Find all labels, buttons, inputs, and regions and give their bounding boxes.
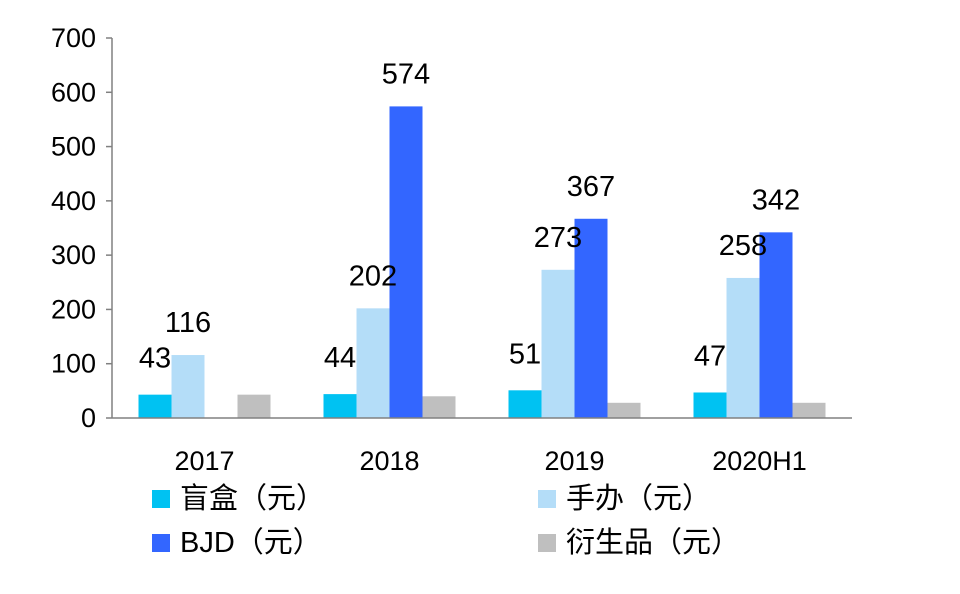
legend-swatch xyxy=(152,490,170,508)
legend: 盲盒（元） 手办（元） BJD（元） 衍生品（元） xyxy=(152,482,740,559)
bars-layer xyxy=(138,106,826,419)
bar-2020h1-series-4 xyxy=(792,402,826,418)
y-tick-label: 0 xyxy=(81,403,96,433)
axes-layer: 0 100 200 300 400 500 600 700 2017 2018 2019 2020H1 xyxy=(51,23,852,476)
data-label: 258 xyxy=(719,230,767,262)
legend-swatch xyxy=(538,534,556,552)
data-label: 47 xyxy=(694,340,726,372)
bar-2019-series-2 xyxy=(541,269,575,418)
bar-2018-series-4 xyxy=(422,396,456,418)
bar-2017-series-2 xyxy=(171,355,205,418)
bar-2019-series-4 xyxy=(607,402,641,418)
data-label: 342 xyxy=(752,184,800,216)
bar-2019-series-3 xyxy=(574,218,608,418)
bar-2018-series-1 xyxy=(323,394,357,418)
x-tick-label: 2019 xyxy=(544,446,604,476)
bar-2018-series-3 xyxy=(389,106,423,419)
data-label: 574 xyxy=(382,58,430,90)
y-tick-label: 700 xyxy=(51,23,96,53)
legend-label: 手办（元） xyxy=(566,482,711,515)
y-tick-label: 500 xyxy=(51,132,96,162)
bar-2017-series-4 xyxy=(237,394,271,418)
x-tick-label: 2017 xyxy=(174,446,234,476)
y-tick-label: 200 xyxy=(51,294,96,324)
y-tick-label: 100 xyxy=(51,349,96,379)
data-label: 367 xyxy=(567,171,615,203)
x-tick-label: 2020H1 xyxy=(712,446,807,476)
legend-label: 衍生品（元） xyxy=(566,526,740,559)
legend-swatch xyxy=(152,534,170,552)
bar-2017-series-1 xyxy=(138,394,172,418)
data-label: 43 xyxy=(139,343,171,375)
bar-2018-series-2 xyxy=(356,308,390,418)
y-tick-label: 400 xyxy=(51,186,96,216)
legend-swatch xyxy=(538,490,556,508)
data-label: 273 xyxy=(534,222,582,254)
data-labels-layer: 43 116 44 202 574 51 273 367 47 258 342 xyxy=(139,58,800,374)
data-label: 116 xyxy=(165,307,211,339)
legend-label: 盲盒（元） xyxy=(180,482,325,515)
x-tick-label: 2018 xyxy=(359,446,419,476)
bar-2020h1-series-1 xyxy=(693,392,727,418)
legend-label: BJD（元） xyxy=(180,527,322,559)
bar-2020h1-series-3 xyxy=(759,232,793,418)
data-label: 202 xyxy=(349,260,397,292)
bar-2019-series-1 xyxy=(508,390,542,418)
y-tick-label: 300 xyxy=(51,240,96,270)
y-tick-label: 600 xyxy=(51,77,96,107)
data-label: 44 xyxy=(324,342,356,374)
data-label: 51 xyxy=(509,338,541,370)
bar-2020h1-series-2 xyxy=(726,277,760,418)
